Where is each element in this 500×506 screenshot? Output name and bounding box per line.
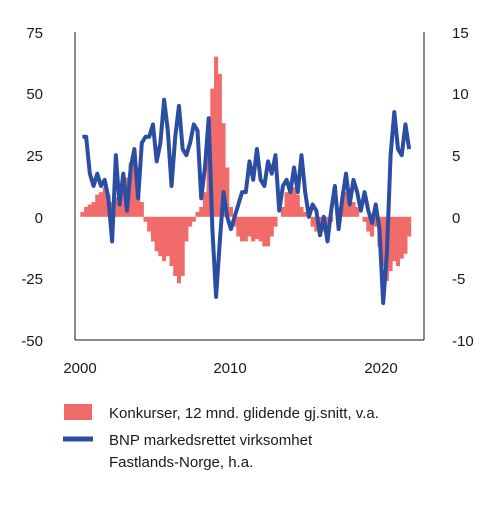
- y-left-tick-75: 75: [26, 25, 43, 42]
- bar-36: [214, 56, 219, 217]
- bar-48: [258, 216, 263, 242]
- bar-47: [254, 216, 259, 239]
- legend-bar-label: Konkurser, 12 mnd. glidende gj.snitt, v.…: [109, 405, 379, 422]
- y-left-tick-0: 0: [35, 210, 43, 227]
- bar-88: [407, 216, 412, 237]
- x-tick-2000: 2000: [63, 360, 96, 377]
- x-tick-2020: 2020: [364, 360, 397, 377]
- bar-14: [132, 150, 137, 217]
- bar-4: [95, 194, 100, 217]
- y-right-tick-minus10: -10: [452, 333, 474, 350]
- bar-63: [314, 216, 319, 232]
- bar-24: [169, 216, 174, 267]
- bar-19: [150, 216, 156, 242]
- bar-26: [176, 216, 182, 284]
- y-left-tick-minus50: -50: [21, 333, 43, 350]
- bar-86: [399, 216, 404, 259]
- bar-51: [269, 216, 274, 237]
- bar-62: [310, 216, 315, 227]
- bar-9: [113, 197, 118, 217]
- bar-73: [351, 202, 356, 217]
- axes: [74, 32, 425, 341]
- legend-bar-swatch: [64, 404, 92, 420]
- bar-39: [225, 167, 230, 217]
- x-tick-2010: 2010: [213, 360, 246, 377]
- bar-85: [395, 216, 401, 267]
- bar-57: [292, 187, 297, 217]
- legend-line-label-1: BNP markedsrettet virksomhet: [109, 432, 313, 449]
- bar-11: [121, 187, 126, 217]
- bar-33: [202, 192, 207, 217]
- bar-38: [221, 123, 226, 217]
- bar-0: [80, 211, 85, 217]
- bar-25: [173, 216, 178, 276]
- bar-71: [343, 192, 349, 217]
- bar-1: [84, 206, 89, 217]
- bar-78: [369, 216, 375, 237]
- bar-34: [206, 147, 211, 217]
- bar-17: [143, 216, 148, 222]
- bar-35: [210, 88, 215, 217]
- y-right-tick-15: 15: [452, 25, 469, 42]
- bar-83: [388, 216, 393, 272]
- y-right-tick-5: 5: [452, 148, 460, 165]
- bar-46: [251, 216, 256, 242]
- bar-49: [262, 216, 267, 247]
- bar-30: [191, 216, 196, 222]
- y-left-tick-25: 25: [26, 148, 43, 165]
- bar-52: [273, 216, 278, 227]
- bar-79: [373, 216, 378, 227]
- bar-21: [158, 216, 163, 257]
- legend: Konkurser, 12 mnd. glidende gj.snitt, v.…: [63, 404, 379, 471]
- bar-56: [288, 182, 293, 217]
- bar-59: [299, 206, 304, 217]
- bar-27: [180, 216, 185, 276]
- bar-31: [195, 211, 200, 217]
- y-right-tick-minus5: -5: [452, 271, 465, 288]
- y-left-tick-minus25: -25: [21, 271, 43, 288]
- bar-37: [217, 73, 222, 217]
- bar-6: [102, 187, 107, 217]
- bar-66: [325, 216, 330, 227]
- y-left-tick-50: 50: [26, 86, 43, 103]
- bar-22: [162, 216, 167, 262]
- bar-42: [236, 216, 241, 237]
- bar-84: [392, 216, 397, 262]
- bar-50: [266, 216, 271, 247]
- bar-40: [228, 206, 233, 217]
- bar-23: [165, 216, 170, 257]
- bar-76: [362, 216, 367, 222]
- bar-72: [347, 197, 352, 217]
- bar-58: [295, 194, 300, 217]
- bar-45: [247, 216, 252, 237]
- legend-line-label-2: Fastlands-Norge, h.a.: [109, 454, 253, 471]
- bar-16: [139, 202, 144, 217]
- bar-43: [240, 216, 245, 242]
- bar-54: [280, 206, 285, 217]
- bar-2: [87, 204, 92, 217]
- bar-81: [381, 216, 386, 267]
- y-right-tick-0: 0: [452, 210, 460, 227]
- bar-3: [91, 202, 96, 217]
- bar-55: [284, 192, 289, 217]
- bar-32: [199, 206, 204, 217]
- bar-29: [188, 216, 193, 227]
- bar-74: [355, 206, 360, 217]
- bar-87: [403, 216, 408, 254]
- bar-5: [98, 192, 104, 217]
- bar-18: [147, 216, 152, 232]
- bar-28: [184, 216, 189, 242]
- bar-44: [243, 216, 248, 242]
- bar-77: [366, 216, 371, 232]
- line-series: [82, 97, 412, 306]
- bar-20: [154, 216, 159, 252]
- bar-60: [303, 211, 308, 217]
- y-right-tick-10: 10: [452, 86, 469, 103]
